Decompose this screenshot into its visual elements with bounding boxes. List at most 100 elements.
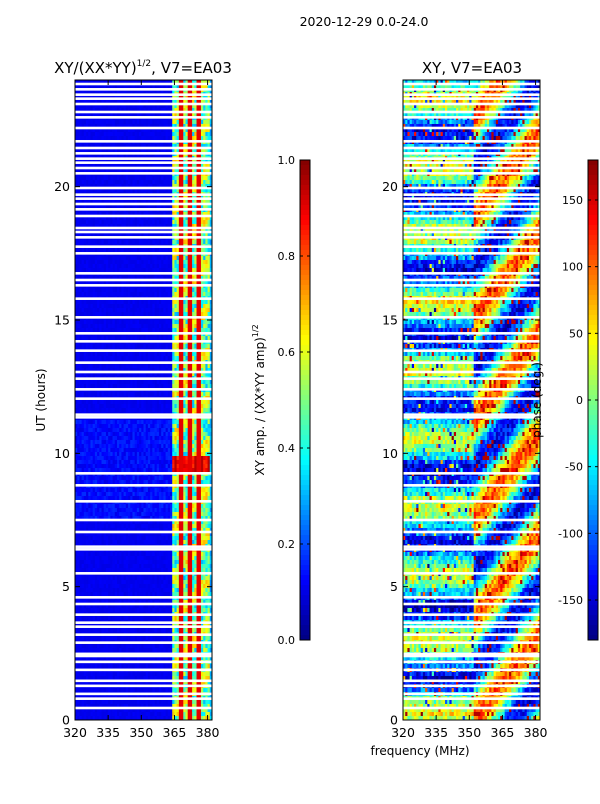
amplitude-cell: [99, 112, 102, 117]
amplitude-cell: [167, 200, 171, 205]
amplitude-cell: [121, 108, 125, 113]
amplitude-cell: [176, 188, 180, 193]
amplitude-cell: [75, 212, 78, 217]
amplitude-cell: [94, 164, 98, 169]
amplitude-cell: [161, 164, 164, 169]
amplitude-cell: [158, 212, 162, 217]
amplitude-heatmap-cells: [75, 80, 213, 721]
amplitude-cell: [116, 220, 120, 225]
amplitude-cell: [141, 248, 144, 253]
amplitude-cell: [174, 220, 178, 225]
amplitude-cell: [105, 148, 109, 153]
amplitude-cell: [176, 108, 180, 113]
amplitude-cell: [200, 216, 204, 221]
amplitude-cell: [163, 232, 166, 237]
amplitude-cell: [97, 132, 100, 137]
amplitude-cell: [158, 104, 162, 109]
amplitude-cell: [116, 204, 120, 209]
amplitude-cell: [163, 228, 166, 233]
amplitude-cell: [112, 184, 116, 189]
amplitude-cell: [81, 168, 85, 173]
amplitude-cell: [183, 104, 186, 109]
amplitude-cell: [86, 184, 89, 189]
amplitude-cell: [194, 80, 197, 85]
amplitude-cell: [154, 200, 158, 205]
amplitude-cell: [165, 108, 169, 113]
amplitude-cell: [90, 228, 94, 233]
amplitude-cell: [183, 200, 186, 205]
amplitude-cell: [99, 200, 102, 205]
amplitude-cell: [163, 144, 166, 149]
amplitude-cell: [97, 164, 100, 169]
amplitude-cell: [125, 224, 129, 229]
amplitude-cell: [112, 128, 116, 133]
amplitude-cell: [192, 128, 195, 133]
amplitude-cell: [189, 184, 193, 189]
amplitude-cell: [154, 144, 158, 149]
amplitude-cell: [88, 240, 91, 245]
amplitude-cell: [101, 200, 105, 205]
amplitude-cell: [181, 168, 184, 173]
amplitude-cell: [116, 108, 120, 113]
amplitude-cell: [209, 108, 213, 113]
amplitude-cell: [103, 132, 107, 137]
amplitude-cell: [108, 228, 111, 233]
amplitude-cell: [207, 80, 211, 85]
amplitude-cell: [187, 204, 191, 209]
amplitude-cell: [128, 84, 131, 89]
amplitude-cell: [77, 132, 80, 137]
amplitude-cell: [88, 164, 91, 169]
amplitude-cell: [167, 132, 171, 137]
amplitude-cell: [83, 240, 87, 245]
amplitude-cell: [136, 224, 140, 229]
amplitude-cell: [99, 108, 102, 113]
amplitude-cell: [88, 128, 91, 133]
amplitude-cell: [189, 112, 193, 117]
amplitude-cell: [83, 112, 87, 117]
amplitude-cell: [79, 248, 83, 253]
amplitude-cell: [103, 176, 107, 181]
amplitude-cell: [105, 120, 109, 125]
amplitude-cell: [207, 136, 211, 141]
amplitude-cell: [150, 80, 153, 85]
amplitude-cell: [141, 132, 144, 137]
amplitude-cell: [128, 148, 131, 153]
amplitude-cell: [150, 256, 153, 261]
amplitude-cell: [200, 204, 204, 209]
amplitude-cell: [187, 220, 191, 225]
amplitude-cell: [178, 220, 182, 225]
amplitude-cell: [77, 260, 80, 265]
amplitude-cell: [83, 144, 87, 149]
amplitude-cell: [198, 216, 202, 221]
amplitude-cell: [86, 232, 89, 237]
amplitude-cell: [116, 240, 120, 245]
amplitude-cell: [134, 176, 138, 181]
amplitude-cell: [174, 148, 178, 153]
amplitude-cell: [194, 168, 197, 173]
amplitude-cell: [114, 136, 118, 141]
amplitude-cell: [207, 188, 211, 193]
amplitude-cell: [112, 220, 116, 225]
amplitude-cell: [94, 260, 98, 265]
amplitude-cell: [178, 132, 182, 137]
amplitude-cell: [165, 84, 169, 89]
amplitude-cell: [147, 248, 151, 253]
amplitude-cell: [132, 188, 136, 193]
amplitude-cell: [112, 200, 116, 205]
amplitude-cell: [154, 124, 158, 129]
amplitude-cell: [97, 216, 100, 221]
amplitude-cell: [147, 232, 151, 237]
amplitude-cell: [139, 128, 142, 133]
amplitude-cell: [205, 108, 208, 113]
amplitude-cell: [178, 120, 182, 125]
amplitude-cell: [183, 120, 186, 125]
amplitude-cell: [77, 108, 80, 113]
amplitude-cell: [110, 104, 113, 109]
amplitude-cell: [130, 112, 133, 117]
amplitude-cell: [81, 188, 85, 193]
amplitude-cell: [170, 148, 173, 153]
amplitude-cell: [134, 128, 138, 133]
amplitude-cell: [185, 176, 189, 181]
amplitude-cell: [192, 220, 195, 225]
amplitude-cell: [163, 212, 166, 217]
